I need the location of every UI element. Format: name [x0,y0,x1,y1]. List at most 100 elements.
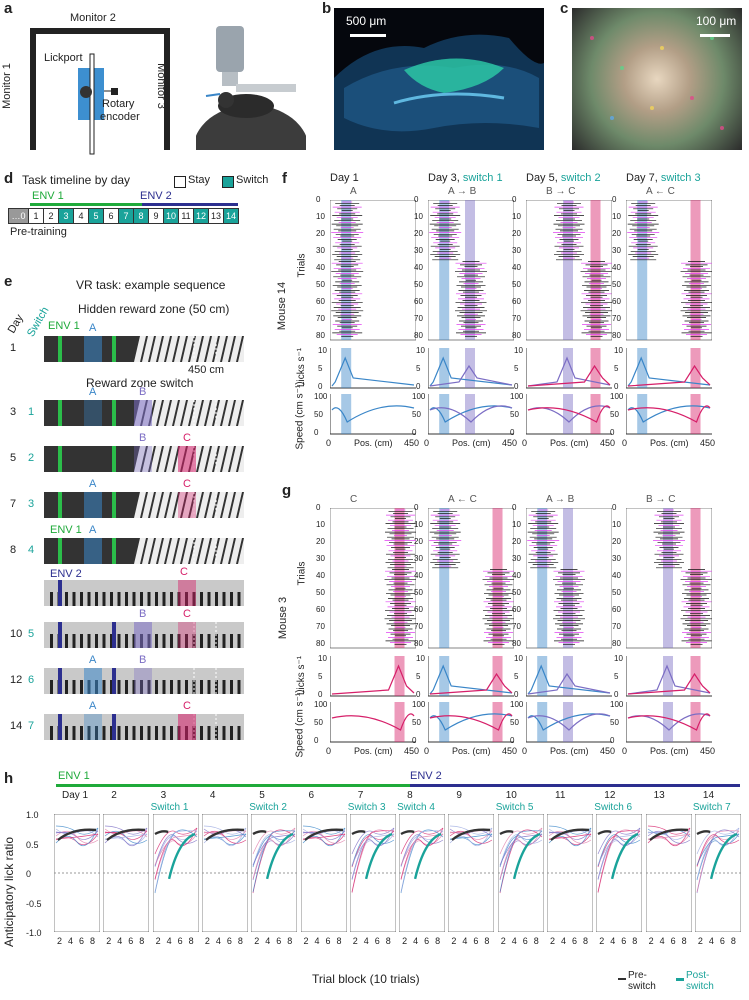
zone-transition: B → C [546,186,576,197]
lickport-label: Lickport [44,52,83,64]
pos-tick: 450 [404,438,420,448]
speed-tick: 0 [412,428,417,437]
hidden-zone-label: Hidden reward zone (50 cm) [78,302,230,316]
h-xtick: 2 [57,936,63,946]
h-switch-label: Switch 3 [347,802,386,813]
trial-tick: 70 [316,314,325,323]
lick-ratio-subplot [645,814,692,932]
pos-axis-label: Pos. (cm) [550,438,589,448]
vr-rig-diagram [30,28,170,155]
lick-ratio-subplot [547,814,593,932]
trial-tick: 20 [316,229,325,238]
lick-tick: 5 [614,672,619,681]
zone-transition: A [350,186,357,197]
speed-tick: 50 [510,410,519,419]
mouse14-label: Mouse 14 [276,281,289,331]
trials-axis-label: Trials [296,561,308,586]
h-switch-label: Switch 1 [150,802,189,813]
speed-tick: 100 [510,700,524,709]
trial-tick: 70 [612,622,621,631]
h-xtick: 8 [583,936,589,946]
pos-tick: 0 [522,746,528,756]
lick-tick: 5 [514,672,519,681]
speed-tick: 50 [314,718,323,727]
trial-tick: 80 [512,639,521,648]
timeline-day-box: 10 [163,208,179,224]
lick-raster [626,508,712,649]
h-xtick: 4 [462,936,468,946]
trial-tick: 30 [612,554,621,563]
licks-plot [526,656,612,697]
speed-tick: 0 [510,428,515,437]
trial-tick: 30 [414,554,423,563]
panel-d-label: d [4,170,14,187]
speed-tick: 100 [610,392,624,401]
switch-number: 1 [28,406,35,418]
zone-letter: A [89,386,97,398]
reward-switch-label: Reward zone switch [86,376,194,390]
vr-track [44,336,244,362]
pos-tick: 450 [600,746,616,756]
h-xtick: 2 [648,936,654,946]
trial-tick: 50 [512,280,521,289]
trial-tick: 30 [512,554,521,563]
zone-transition: A → B [546,494,575,505]
lick-ratio-subplot [300,814,347,932]
h-xtick: 8 [287,936,293,946]
trial-tick: 60 [512,297,521,306]
speed-plot [526,702,612,743]
vr-track [44,446,244,472]
h-switch-label: Switch 2 [249,802,287,813]
timeline-day-box: 4 [73,208,89,224]
monitor2-label: Monitor 2 [70,12,116,24]
vr-track [44,714,244,740]
trial-tick: 10 [414,520,423,529]
trial-tick: 50 [512,588,521,597]
zone-letter: C [183,478,191,490]
env2-label-e: ENV 2 [50,568,82,580]
timeline-day-box: 1 [28,208,44,224]
h-xtick: 2 [303,936,309,946]
timeline-day-box: 14 [223,208,239,224]
lick-tick: 10 [514,654,523,663]
h-xtick: 6 [374,936,380,946]
vr-track [44,622,244,648]
h-xtick: 6 [670,936,676,946]
pos-tick: 0 [424,746,430,756]
h-xtick: 2 [500,936,506,946]
h-ylabel: Anticipatory lick ratio [2,836,17,948]
h-day-label: 5 [259,790,265,801]
trial-tick: 30 [512,246,521,255]
zone-letter: B [139,654,147,666]
lick-ratio-subplot [103,814,150,932]
h-ytick: -0.5 [26,898,42,909]
trial-tick: 30 [316,246,325,255]
h-xtick: 6 [522,936,528,946]
h-xtick: 2 [550,936,556,946]
lick-tick: 10 [318,346,327,355]
legend-stay-label: Stay [188,174,211,186]
panel-a-label: a [4,0,13,17]
trial-tick: 20 [612,229,621,238]
h-xtick: 8 [435,936,441,946]
zone-letter: B [139,432,147,444]
scale-100um: 100 μm [696,14,737,28]
trial-tick: 20 [512,537,521,546]
h-ytick: 0.5 [26,839,39,850]
speed-tick: 50 [510,718,519,727]
zone-letter: C [183,700,191,712]
lick-tick: 5 [416,364,421,373]
h-xtick: 4 [511,936,517,946]
pos-axis-label: Pos. (cm) [550,746,589,756]
lick-tick: 10 [614,654,623,663]
h-xtick: 8 [237,936,243,946]
speed-tick: 100 [412,392,426,401]
lick-tick: 10 [614,346,623,355]
speed-plot [330,394,416,435]
zone-letter: B [139,608,147,620]
h-xtick: 4 [708,936,714,946]
trial-tick: 10 [612,520,621,529]
lick-tick: 5 [318,672,323,681]
timeline-day-box: 5 [88,208,104,224]
h-xtick: 4 [363,936,369,946]
